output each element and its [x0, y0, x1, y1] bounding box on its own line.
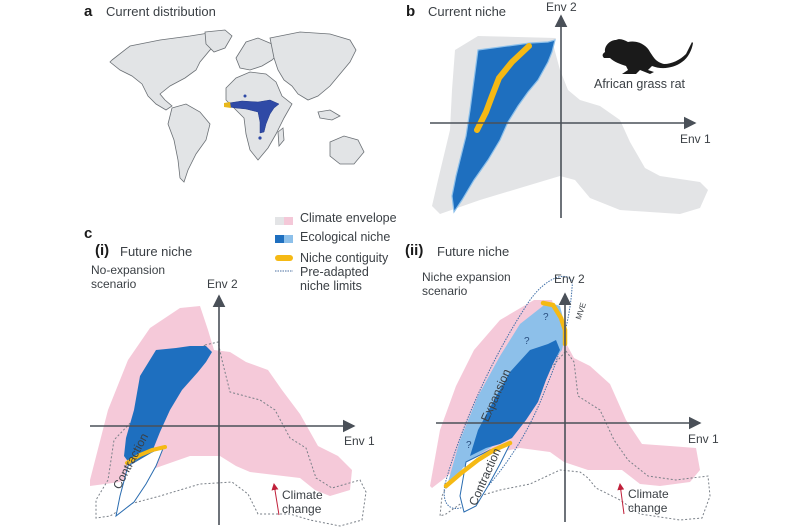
legend-item-niche-contiguity: Niche contiguity	[300, 251, 389, 265]
panel-cii-env1-label: Env 1	[688, 432, 719, 446]
panel-ci-climate-change-label: Climate change	[282, 488, 323, 516]
ecological-niche-swatch	[275, 235, 284, 243]
grass-rat-icon	[602, 39, 693, 74]
current-envelope-dotted-outline	[439, 350, 711, 521]
panel-ci-title: Future niche	[120, 244, 193, 259]
australia-shape	[329, 135, 365, 165]
panel-cii-env2-label: Env 2	[554, 272, 585, 286]
panel-cii-climate-change-label: Climate change	[628, 487, 669, 515]
current-envelope-dotted-outline	[95, 341, 367, 527]
species-range-shape	[228, 99, 280, 134]
legend-item-climate-envelope: Climate envelope	[300, 211, 397, 225]
panel-ci-graphics	[90, 294, 367, 527]
question-mark-3: ?	[466, 440, 472, 451]
indonesia-shape	[317, 109, 341, 121]
madagascar-shape	[277, 127, 285, 148]
species-label: African grass rat	[594, 77, 686, 91]
panel-ci-roman: (i)	[95, 242, 110, 259]
panel-cii-title: Future niche	[437, 244, 510, 259]
panel-cii-roman: (ii)	[405, 242, 424, 259]
panel-b-title: Current niche	[428, 4, 507, 19]
niche-contiguity-shape	[474, 43, 532, 133]
panel-b-env1-label: Env 1	[680, 132, 711, 146]
legend-swatches	[275, 217, 293, 272]
panel-b-letter: b	[406, 3, 416, 20]
panel-ci-scenario: No-expansion scenario	[91, 263, 166, 291]
panel-c-letter: c	[84, 225, 93, 242]
climate-change-arrow	[617, 483, 625, 515]
climate-change-arrow	[271, 483, 280, 516]
ecological-niche-shape	[451, 39, 556, 214]
legend-item-pre-adapted-limits: Pre-adapted niche limits	[300, 265, 369, 293]
panel-b-graphics	[430, 14, 708, 218]
panel-ci-env2-label: Env 2	[207, 277, 238, 291]
asia-shape	[269, 31, 357, 101]
greenland-shape	[204, 29, 233, 53]
niche-contiguity-bottom-shape	[443, 440, 513, 489]
panel-a-letter: a	[84, 3, 93, 20]
niche-contiguity-shape	[125, 445, 167, 465]
ecological-niche-shape	[470, 340, 560, 456]
panel-cii-graphics	[430, 275, 711, 522]
south-america-shape	[167, 103, 211, 183]
ecological-niche-shape	[124, 346, 212, 464]
niche-contiguity-swatch	[275, 255, 293, 261]
panel-b-env2-label: Env 2	[546, 0, 577, 14]
panel-ci-env1-label: Env 1	[344, 434, 375, 448]
question-mark-1: ?	[543, 312, 549, 323]
question-mark-2: ?	[524, 336, 530, 347]
panel-cii-scenario: Niche expansion scenario	[422, 270, 511, 298]
range-contiguity-shape	[224, 102, 231, 108]
legend-item-ecological-niche: Ecological niche	[300, 230, 391, 244]
panel-a-title: Current distribution	[106, 4, 216, 19]
north-america-shape	[109, 31, 229, 111]
